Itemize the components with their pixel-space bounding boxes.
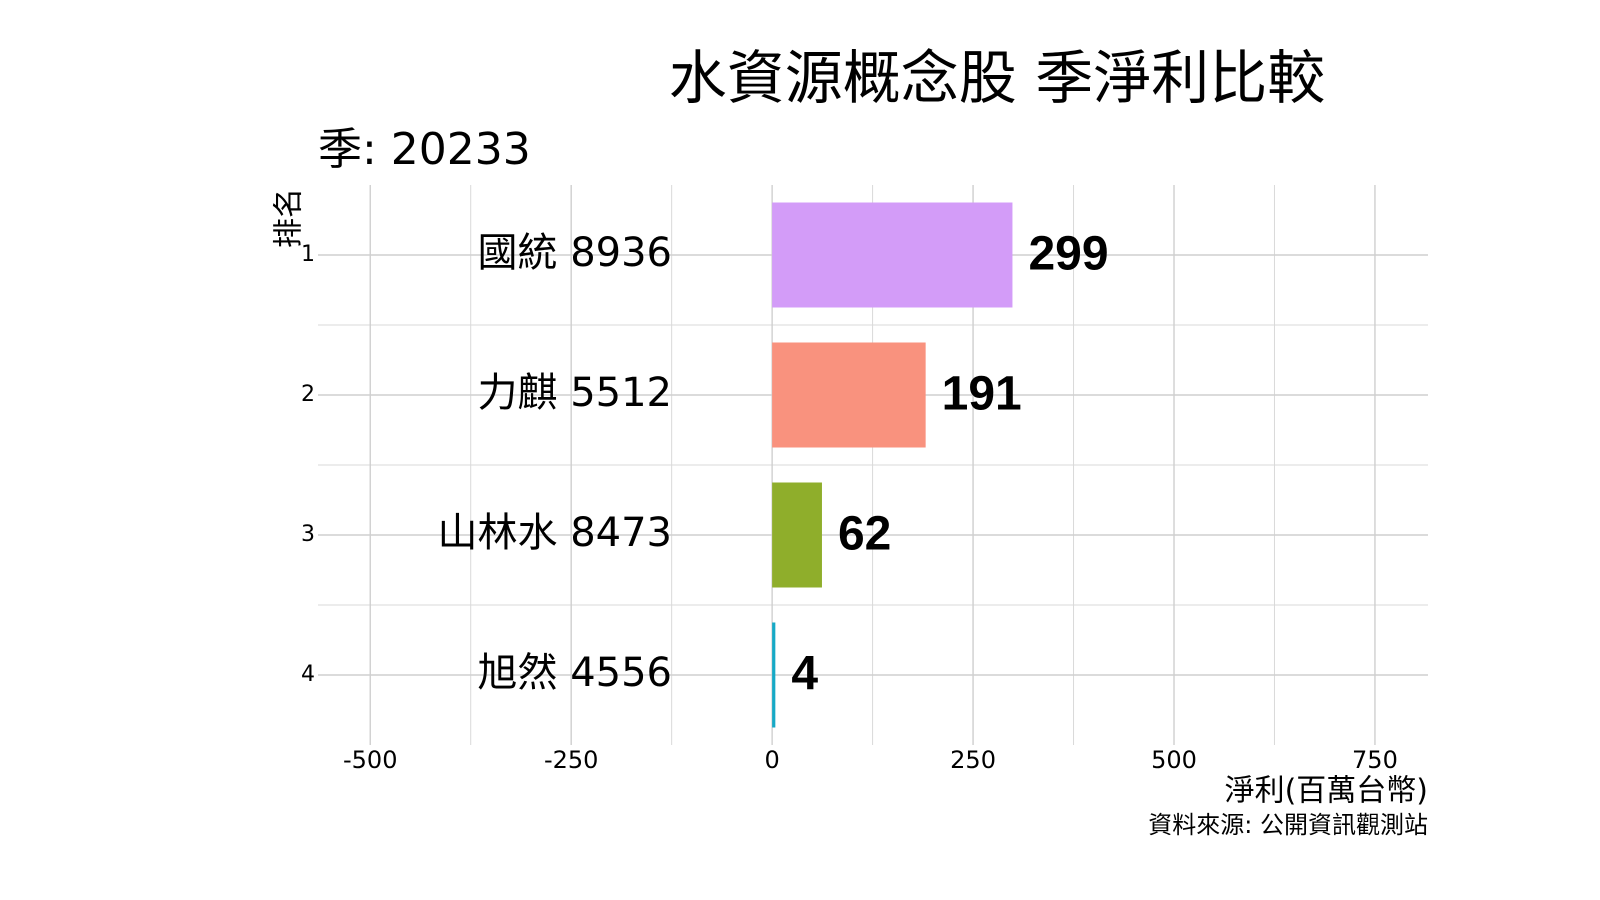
bar — [772, 342, 926, 448]
bar-label: 國統 8936 — [477, 230, 672, 276]
y-tick-label: 4 — [301, 662, 315, 687]
value-label: 62 — [838, 508, 891, 561]
x-tick-label: -250 — [544, 746, 598, 774]
y-tick-label: 1 — [301, 242, 315, 267]
caption: 資料來源: 公開資訊觀測站 — [1148, 811, 1428, 839]
y-tick-label: 3 — [301, 522, 315, 547]
bar — [772, 622, 776, 728]
value-label: 191 — [942, 368, 1022, 421]
x-tick-label: 0 — [764, 746, 779, 774]
value-label: 4 — [791, 648, 818, 701]
bar-label: 旭然 4556 — [477, 650, 672, 696]
y-axis-label: 排名 — [272, 188, 307, 248]
x-tick-label: -500 — [343, 746, 397, 774]
chart-subtitle: 季: 20233 — [318, 124, 531, 175]
chart-title: 水資源概念股 季淨利比較 — [669, 44, 1325, 112]
x-tick-label: 500 — [1151, 746, 1197, 774]
bar — [772, 482, 822, 588]
x-tick-label: 250 — [950, 746, 996, 774]
x-axis-label: 淨利(百萬台幣) — [1225, 774, 1428, 809]
bar-label: 力麒 5512 — [477, 370, 672, 416]
value-label: 299 — [1028, 228, 1108, 281]
x-tick-label: 750 — [1352, 746, 1398, 774]
bar — [772, 202, 1013, 308]
y-tick-label: 2 — [301, 382, 315, 407]
bar-label: 山林水 8473 — [437, 510, 672, 556]
